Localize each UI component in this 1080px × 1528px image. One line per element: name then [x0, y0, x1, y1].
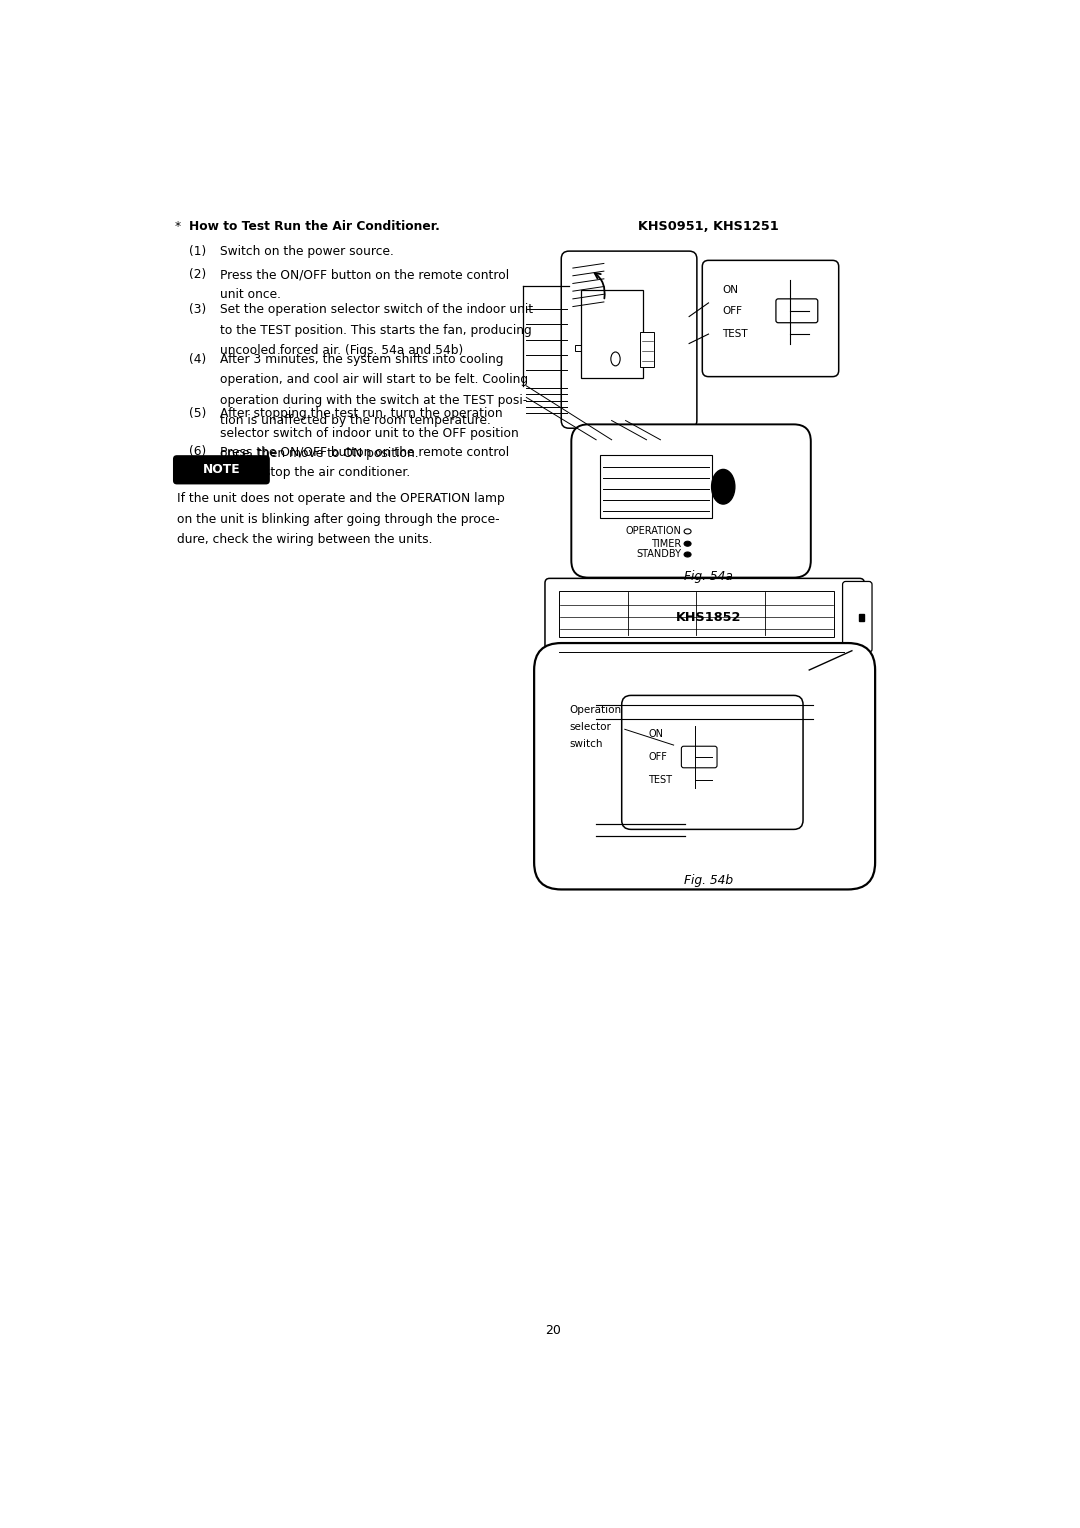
Text: Fig. 54b: Fig. 54b [684, 874, 733, 888]
Text: TIMER: TIMER [651, 539, 681, 549]
Text: selector switch of indoor unit to the OFF position: selector switch of indoor unit to the OF… [220, 426, 519, 440]
FancyBboxPatch shape [702, 260, 839, 376]
Text: Set the operation selector switch of the indoor unit: Set the operation selector switch of the… [220, 304, 534, 316]
Text: KHS0951, KHS1251: KHS0951, KHS1251 [638, 220, 779, 234]
FancyBboxPatch shape [775, 299, 818, 322]
Text: If the unit does not operate and the OPERATION lamp: If the unit does not operate and the OPE… [177, 492, 504, 506]
Text: After stopping the test run, turn the operation: After stopping the test run, turn the op… [220, 406, 503, 420]
Bar [559, 591, 834, 637]
Text: TEST: TEST [723, 329, 748, 339]
FancyBboxPatch shape [562, 251, 697, 428]
Bar [576, 345, 581, 351]
Text: tion is unaffected by the room temperature.: tion is unaffected by the room temperatu… [220, 414, 491, 426]
Bar [859, 614, 864, 622]
Text: selector: selector [569, 721, 611, 732]
Text: operation, and cool air will start to be felt. Cooling: operation, and cool air will start to be… [220, 373, 528, 387]
Text: OFF: OFF [648, 752, 667, 762]
Text: (6): (6) [189, 445, 206, 458]
Text: unit to stop the air conditioner.: unit to stop the air conditioner. [220, 466, 410, 478]
Text: 20: 20 [545, 1323, 562, 1337]
FancyBboxPatch shape [535, 643, 875, 889]
Text: on the unit is blinking after going through the proce-: on the unit is blinking after going thro… [177, 512, 499, 526]
Ellipse shape [712, 469, 734, 504]
FancyBboxPatch shape [571, 425, 811, 578]
Text: OFF: OFF [723, 306, 742, 316]
Bar [640, 332, 654, 367]
Bar [581, 290, 643, 377]
Text: dure, check the wiring between the units.: dure, check the wiring between the units… [177, 533, 432, 545]
Text: Fig. 54a: Fig. 54a [684, 570, 733, 582]
Text: (2): (2) [189, 267, 206, 281]
Ellipse shape [611, 351, 620, 365]
Text: *: * [175, 220, 186, 234]
Text: (4): (4) [189, 353, 206, 365]
Text: switch: switch [569, 738, 603, 749]
Text: ON: ON [723, 284, 739, 295]
FancyArrowPatch shape [595, 274, 605, 298]
FancyBboxPatch shape [842, 582, 872, 652]
Text: KHS1852: KHS1852 [676, 611, 741, 623]
FancyBboxPatch shape [622, 695, 804, 830]
Bar [600, 455, 713, 518]
Text: (3): (3) [189, 304, 206, 316]
Text: (5): (5) [189, 406, 206, 420]
Text: OPERATION: OPERATION [625, 527, 681, 536]
Text: After 3 minutes, the system shifts into cooling: After 3 minutes, the system shifts into … [220, 353, 503, 365]
Text: Switch on the power source.: Switch on the power source. [220, 244, 394, 258]
Text: ON: ON [648, 729, 663, 740]
FancyBboxPatch shape [681, 746, 717, 767]
Text: unit once.: unit once. [220, 289, 281, 301]
Text: (1): (1) [189, 244, 206, 258]
FancyBboxPatch shape [173, 455, 270, 484]
Text: operation during with the switch at the TEST posi-: operation during with the switch at the … [220, 394, 527, 406]
Text: to the TEST position. This starts the fan, producing: to the TEST position. This starts the fa… [220, 324, 532, 336]
Text: Press the ON/OFF button on the remote control: Press the ON/OFF button on the remote co… [220, 267, 510, 281]
FancyBboxPatch shape [545, 579, 864, 656]
Text: Press the ON/OFF button on the remote control: Press the ON/OFF button on the remote co… [220, 445, 510, 458]
Text: NOTE: NOTE [203, 463, 240, 477]
Text: How to Test Run the Air Conditioner.: How to Test Run the Air Conditioner. [189, 220, 441, 234]
Text: TEST: TEST [648, 775, 672, 785]
Text: uncooled forced air. (Figs. 54a and 54b): uncooled forced air. (Figs. 54a and 54b) [220, 344, 463, 358]
Text: Operation: Operation [569, 704, 621, 715]
Ellipse shape [684, 541, 691, 545]
Text: STANDBY: STANDBY [636, 550, 681, 559]
Ellipse shape [684, 552, 691, 558]
Text: once, then move to ON position.: once, then move to ON position. [220, 448, 419, 460]
